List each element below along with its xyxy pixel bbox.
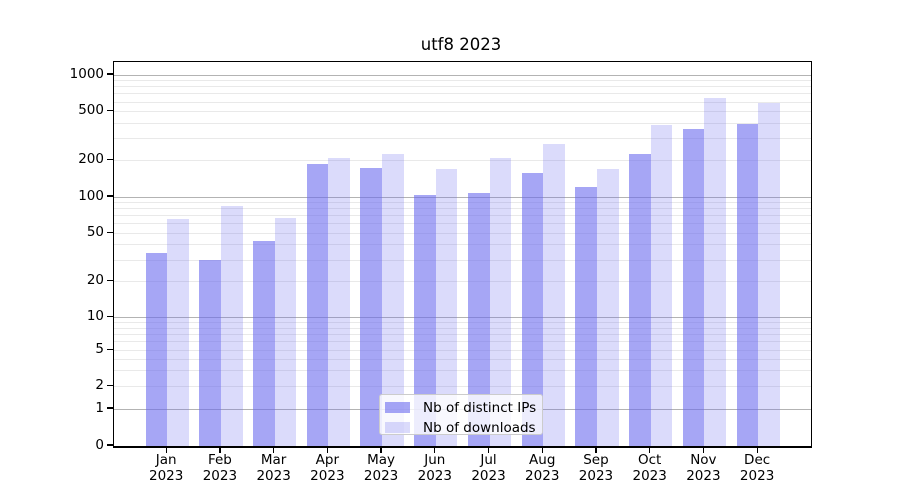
- x-tick-label: Apr2023: [300, 453, 354, 484]
- legend-swatch-downloads: [385, 422, 410, 433]
- chart-title: utf8 2023: [112, 36, 810, 54]
- y-tick-label: 1000: [0, 67, 104, 82]
- bar-distinct-ips: [199, 260, 221, 446]
- y-tick-label: 10: [0, 309, 104, 324]
- y-tick-label: 1: [0, 401, 104, 416]
- legend: Nb of distinct IPs Nb of downloads: [379, 394, 543, 435]
- x-tick-label: Jan2023: [139, 453, 193, 484]
- y-axis-tick: [107, 73, 113, 74]
- bar-distinct-ips: [629, 154, 651, 446]
- gridline-major: [114, 75, 812, 76]
- bar-downloads: [167, 219, 189, 446]
- legend-swatch-distinct-ips: [385, 402, 410, 413]
- bar-distinct-ips: [575, 187, 597, 446]
- y-axis-tick: [107, 385, 113, 386]
- y-axis-tick: [107, 110, 113, 111]
- y-tick-label: 50: [0, 225, 104, 240]
- bar-distinct-ips: [737, 124, 759, 446]
- bar-downloads: [597, 169, 619, 446]
- y-tick-label: 0: [0, 438, 104, 453]
- y-axis-tick: [107, 280, 113, 281]
- plot-area: [113, 61, 813, 448]
- y-tick-label: 200: [0, 152, 104, 167]
- y-axis-tick: [107, 195, 113, 196]
- bar-downloads: [543, 144, 565, 446]
- y-tick-label: 100: [0, 189, 104, 204]
- x-tick-label: Sep2023: [569, 453, 623, 484]
- legend-item-downloads: Nb of downloads: [385, 419, 542, 436]
- y-axis-tick: [107, 232, 113, 233]
- bar-downloads: [704, 98, 726, 446]
- bar-downloads: [328, 158, 350, 446]
- x-tick-label: Jul2023: [462, 453, 516, 484]
- bar-distinct-ips: [253, 241, 275, 446]
- bar-distinct-ips: [146, 253, 168, 446]
- gridline-minor: [114, 86, 812, 87]
- gridline-minor: [114, 93, 812, 94]
- legend-label-downloads: Nb of downloads: [423, 420, 536, 436]
- y-axis-tick: [107, 407, 113, 408]
- x-tick-label: Mar2023: [247, 453, 301, 484]
- legend-item-distinct-ips: Nb of distinct IPs: [385, 399, 542, 416]
- bar-distinct-ips: [307, 164, 329, 446]
- y-tick-label: 5: [0, 342, 104, 357]
- y-axis-tick: [107, 316, 113, 317]
- y-tick-label: 500: [0, 103, 104, 118]
- y-tick-label: 2: [0, 378, 104, 393]
- y-axis-tick: [107, 444, 113, 445]
- gridline-minor: [114, 80, 812, 81]
- x-tick-label: Aug2023: [515, 453, 569, 484]
- x-tick-label: May2023: [354, 453, 408, 484]
- bar-distinct-ips: [683, 129, 705, 446]
- y-axis-tick: [107, 349, 113, 350]
- y-axis-tick: [107, 159, 113, 160]
- x-tick-label: Feb2023: [193, 453, 247, 484]
- bar-downloads: [758, 103, 780, 446]
- x-tick-label: Jun2023: [408, 453, 462, 484]
- x-tick-label: Oct2023: [623, 453, 677, 484]
- x-tick-label: Nov2023: [676, 453, 730, 484]
- bar-downloads: [275, 218, 297, 446]
- legend-label-distinct-ips: Nb of distinct IPs: [423, 400, 536, 416]
- bar-downloads: [651, 125, 673, 446]
- x-tick-label: Dec2023: [730, 453, 784, 484]
- bar-downloads: [221, 206, 243, 446]
- bar-chart-figure: utf8 2023 10005002001005020105210Jan2023…: [0, 0, 900, 500]
- y-tick-label: 20: [0, 273, 104, 288]
